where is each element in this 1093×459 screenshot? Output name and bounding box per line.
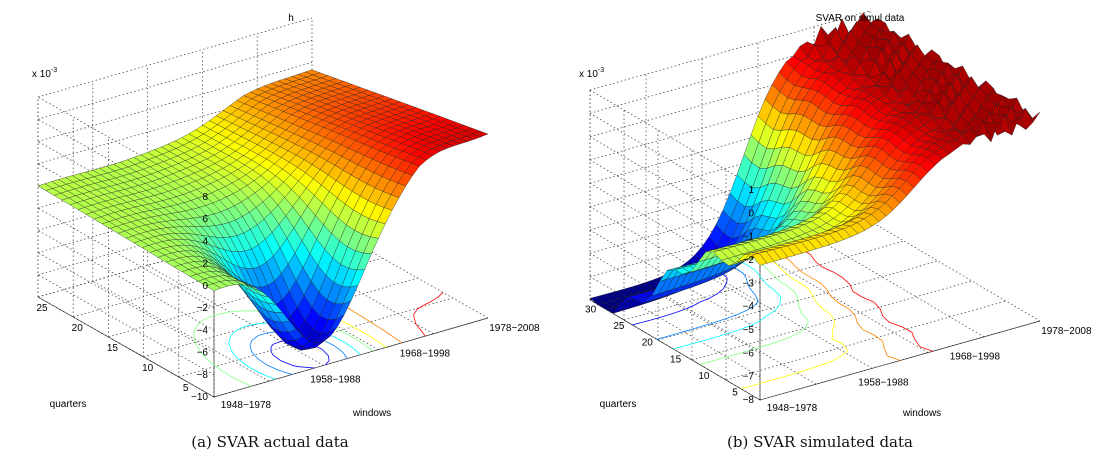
x-tick-label: 1958−1988	[310, 374, 361, 385]
panel-b-contours	[632, 243, 934, 390]
panel-a-caption: (a) SVAR actual data	[191, 433, 349, 451]
z-tick-label: −6	[743, 348, 755, 359]
z-tick-label: −6	[197, 348, 209, 359]
panel-a-ticks: −10 −8 −6 −4 −2 0 2 4 6 8 5 10 15 20 25 1948−1978 1958−1…	[36, 192, 540, 411]
z-tick-label: 0	[202, 281, 208, 292]
y-tick-label: 25	[613, 321, 625, 332]
y-tick-label: 30	[585, 304, 597, 315]
panel-b-surface	[590, 13, 1040, 313]
x-tick-label: 1948−1978	[221, 400, 272, 411]
panel-a-zscale: x 10-3	[32, 67, 57, 80]
z-tick-label: −5	[743, 325, 755, 336]
z-tick-label: 6	[202, 214, 208, 225]
panel-a: −10 −8 −6 −4 −2 0 2 4 6 8 5 10 15 20 25 1948−1978 1958−1…	[32, 13, 540, 451]
z-tick-label: 4	[202, 236, 208, 247]
y-tick-label: 15	[670, 354, 682, 365]
panel-b-caption: (b) SVAR simulated data	[727, 433, 913, 451]
z-tick-label: −8	[197, 370, 209, 381]
z-tick-label: −1	[743, 232, 755, 243]
x-tick-label: 1968−1998	[400, 349, 451, 360]
y-tick-label: 25	[36, 303, 48, 314]
z-tick-label: 0	[748, 208, 754, 219]
panel-b-ylabel: quarters	[600, 399, 637, 410]
panel-b-xlabel: windows	[902, 408, 941, 419]
z-tick-label: −2	[743, 255, 755, 266]
panel-a-title: h	[288, 13, 294, 24]
z-tick-label: 2	[202, 259, 208, 270]
y-tick-label: 10	[698, 371, 710, 382]
x-tick-label: 1948−1978	[767, 403, 818, 414]
panel-a-surface	[38, 70, 488, 350]
z-tick-label: −7	[743, 372, 755, 383]
y-tick-label: 5	[732, 388, 738, 399]
x-tick-label: 1968−1998	[950, 352, 1001, 363]
z-tick-label: 1	[748, 185, 754, 196]
z-tick-label: 8	[202, 192, 208, 203]
z-tick-label: −3	[743, 278, 755, 289]
z-tick-label: −4	[743, 302, 755, 313]
y-tick-label: 5	[183, 383, 189, 394]
y-tick-label: 20	[642, 338, 654, 349]
x-tick-label: 1978−2008	[1041, 326, 1092, 337]
y-tick-label: 15	[107, 343, 119, 354]
z-tick-label: −4	[197, 325, 209, 336]
panel-b-zscale: x 10-3	[579, 67, 604, 80]
y-tick-label: 20	[72, 323, 84, 334]
z-tick-label: −10	[191, 392, 208, 403]
z-tick-label: −8	[743, 395, 755, 406]
panel-a-ylabel: quarters	[50, 399, 87, 410]
panel-b-ticks: −8−7−6−5−4−3−2−101510152025301948−197819…	[585, 185, 1092, 414]
panel-b-title: SVAR on simul data	[816, 13, 905, 24]
z-tick-label: −2	[197, 303, 209, 314]
panel-a-xlabel: windows	[352, 408, 391, 419]
x-tick-label: 1958−1988	[858, 377, 909, 388]
panel-b: −8−7−6−5−4−3−2−101510152025301948−197819…	[579, 10, 1092, 451]
y-tick-label: 10	[142, 363, 154, 374]
x-tick-label: 1978−2008	[489, 323, 540, 334]
